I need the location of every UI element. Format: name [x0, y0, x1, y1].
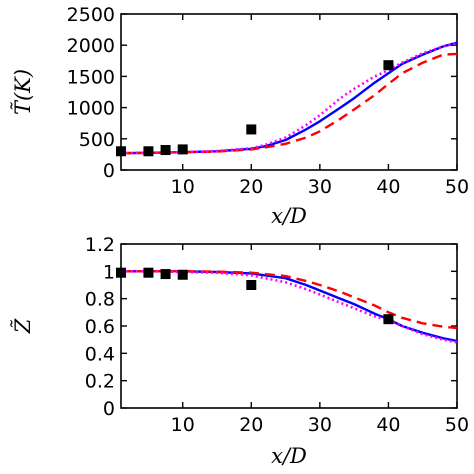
x-tick-label: 10 — [171, 414, 195, 436]
data-point — [383, 60, 394, 71]
y-axis-label: T̃(K) — [11, 69, 35, 115]
series-line-dotted — [121, 270, 457, 344]
data-point — [246, 124, 257, 135]
data-point — [116, 267, 126, 278]
plot-frame — [120, 243, 458, 409]
plot-frame — [120, 13, 458, 171]
x-tick-label: 40 — [376, 176, 400, 198]
x-tick-label: 20 — [239, 414, 263, 436]
mixture-fraction-panel: 10 20 30 40 50 0 0.2 0.4 0.6 0.8 1 1.2 x/D Z̃ — [11, 234, 469, 468]
y-tick-label: 0.4 — [85, 343, 115, 365]
y-tick-label: 0.2 — [85, 371, 115, 393]
series-line-dashed — [121, 52, 457, 155]
data-point — [177, 144, 188, 155]
y-tick-label: 500 — [79, 129, 115, 151]
plot-data — [121, 41, 457, 155]
y-axis-label: Z̃ — [11, 318, 35, 334]
x-tick-label: 30 — [308, 176, 332, 198]
data-point — [160, 269, 171, 280]
x-axis-label: x/D — [271, 204, 307, 228]
data-point — [177, 269, 188, 280]
y-tick-label: 0.8 — [85, 289, 115, 311]
y-tick-label: 2000 — [67, 35, 115, 57]
x-tick-label: 40 — [376, 414, 400, 436]
data-point — [246, 280, 257, 290]
y-tick-label: 0 — [103, 160, 115, 182]
plot-data — [121, 270, 457, 344]
data-point — [143, 267, 154, 278]
x-tick-label: 20 — [239, 176, 263, 198]
x-tick-label: 50 — [445, 414, 469, 436]
series-line-dashed — [121, 270, 457, 330]
y-tick-label: 0.6 — [85, 316, 115, 338]
y-tick-label: 1500 — [67, 66, 115, 88]
data-point — [116, 146, 126, 157]
x-axis-label: x/D — [271, 444, 307, 468]
y-tick-label: 1000 — [67, 98, 115, 120]
x-tick-label: 50 — [445, 176, 469, 198]
series-line-dotted — [121, 42, 457, 155]
y-tick-label: 0 — [103, 398, 115, 420]
data-point — [160, 145, 171, 156]
y-tick-label: 2500 — [67, 4, 115, 26]
series-line-solid — [121, 270, 457, 343]
y-tick-label: 1 — [103, 261, 115, 283]
x-tick-label: 10 — [171, 176, 195, 198]
data-point — [143, 146, 154, 157]
y-tick-label: 1.2 — [85, 234, 115, 256]
data-point — [383, 314, 394, 325]
x-tick-label: 30 — [308, 414, 332, 436]
